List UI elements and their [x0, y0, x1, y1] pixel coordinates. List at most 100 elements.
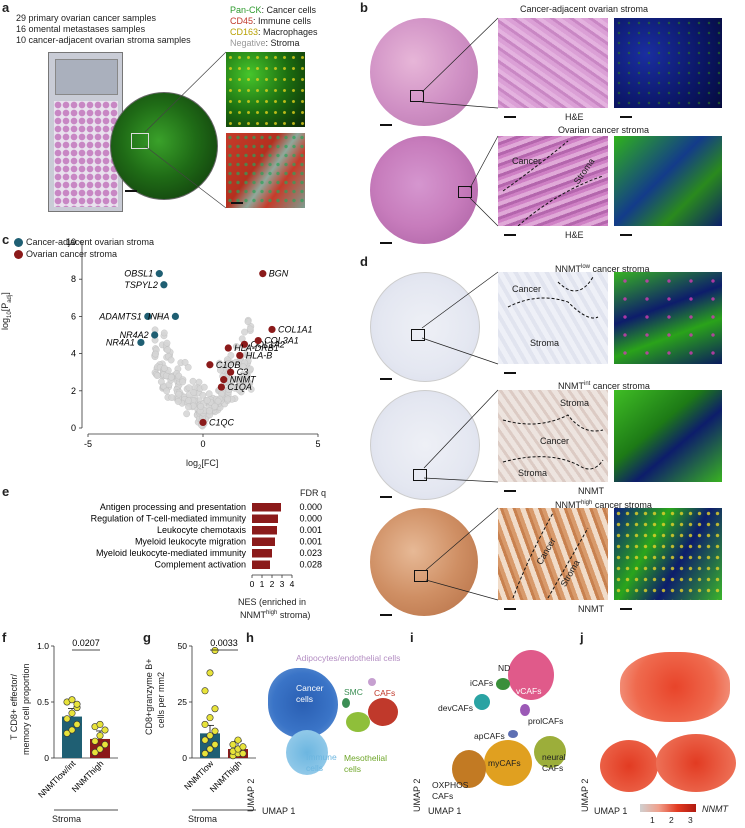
f-dot	[68, 726, 76, 734]
d-core-high	[370, 508, 478, 616]
c-bg-point	[241, 328, 248, 336]
i-label-devcafs: devCAFs	[438, 703, 473, 713]
c-label-nr4a2: NR4A2	[120, 330, 149, 340]
b-cancer-label: Cancer	[512, 156, 542, 166]
c-bg-point	[200, 383, 208, 391]
d-low-cancer: Cancer	[512, 284, 542, 294]
a-connector-bottom	[144, 145, 227, 209]
sample-line-1: 29 primary ovarian cancer samples	[16, 13, 157, 23]
j-cluster-top	[620, 652, 730, 722]
c-ytick-label: 8	[71, 274, 76, 284]
c-bg-point	[184, 363, 192, 371]
c-label-c1qa: C1QA	[227, 382, 252, 392]
j-xlabel: UMAP 1	[594, 806, 628, 816]
i-cluster-oxphos	[452, 750, 486, 788]
c-label-col1a2: COL1A2	[250, 339, 285, 349]
c-bg-point	[211, 402, 219, 410]
i-cluster-mycafs	[484, 740, 532, 786]
c-bg-point	[197, 402, 205, 410]
c-point-col1a2	[240, 340, 248, 348]
panel-label-c: c	[2, 232, 10, 247]
d-nnmt-label-high: NNMT	[578, 604, 604, 614]
d-title-int-sup: int	[584, 381, 591, 387]
b-connector-4	[469, 197, 499, 227]
c-bg-point	[235, 386, 243, 394]
panel-label-a: a	[2, 0, 10, 15]
j-tick-1: 1	[650, 815, 655, 825]
d-int-boundary-2	[502, 456, 604, 470]
b-zoom-box-top	[410, 90, 424, 102]
b-he-zoom-bottom: Cancer Stroma	[498, 136, 608, 226]
h-cluster-immune	[286, 730, 328, 775]
e-bar	[252, 537, 275, 546]
d-high-boundaries	[512, 512, 589, 599]
f-dot	[101, 726, 109, 734]
d-low-boundary-1	[507, 297, 599, 319]
g-dot	[206, 745, 214, 753]
b-connector-1	[421, 17, 499, 93]
h-label-cancer: Cancer cells	[296, 683, 324, 704]
scale-bar-b3	[620, 116, 632, 118]
g-dot	[211, 705, 219, 713]
legend-negative: Negative: Stroma	[230, 38, 300, 49]
d-title-high-rest: cancer stroma	[592, 500, 652, 510]
c-bg-point	[156, 312, 163, 320]
b-if-zoom-bottom	[614, 136, 722, 226]
c-bg-point	[181, 358, 189, 366]
e-category: Myeloid leukocyte-mediated immunity	[96, 548, 247, 558]
scale-bar-d7	[620, 608, 632, 610]
c-point-adamts1	[144, 312, 152, 320]
d-int-stroma-top: Stroma	[560, 398, 590, 408]
c-point-bgn	[259, 270, 267, 278]
e-category: Complement activation	[154, 560, 246, 570]
c-label-nnmt: NNMT	[230, 375, 257, 385]
c-label-c3: C3	[237, 367, 249, 377]
j-cluster-left	[600, 740, 658, 792]
i-ylabel: UMAP 2	[412, 778, 422, 812]
c-bg-point	[199, 391, 207, 399]
b-zoom-box-bottom	[458, 186, 472, 198]
f-dot	[63, 715, 71, 723]
g-ylabel-1: CD8+granzyme B+	[144, 658, 154, 735]
c-bg-point	[214, 397, 222, 405]
d-int-stroma-bottom: Stroma	[518, 468, 548, 478]
h-cluster-adipocytes	[368, 678, 376, 686]
c-bg-point	[225, 386, 233, 394]
gsea-bar-chart: Antigen processing and presentation 0.000…	[91, 502, 322, 589]
d-ihc-zoom-int: Stroma Cancer Stroma	[498, 390, 608, 482]
b-he-label-bottom: H&E	[565, 230, 584, 240]
c-bg-point	[183, 410, 191, 418]
legend-pan-ck-desc: : Cancer cells	[261, 5, 317, 15]
d-core-low	[370, 272, 480, 382]
a-if-zoom	[226, 52, 305, 127]
g-pvalue: 0.0033	[210, 638, 238, 648]
b-title-bottom: Ovarian cancer stroma	[558, 125, 650, 135]
c-label-col3a1: COL3A1	[264, 336, 299, 346]
i-cluster-vcafs	[508, 650, 554, 700]
c-bg-point	[216, 366, 224, 374]
c-bg-point	[179, 378, 187, 386]
f-ytick-label: 1.0	[37, 641, 49, 651]
d-low-speckles	[614, 272, 722, 364]
c-label-col1a1: COL1A1	[278, 324, 313, 334]
core-zoom-box	[131, 133, 149, 149]
d-title-high-gene: NNMT	[555, 500, 581, 510]
c-point-tspyl2	[160, 281, 168, 289]
e-category: Leukocyte chemotaxis	[157, 525, 247, 535]
g-dot	[206, 732, 214, 740]
d-nnmt-label-int: NNMT	[578, 486, 604, 496]
b-core-cancer	[370, 136, 478, 244]
e-fdr: 0.023	[299, 548, 322, 558]
d-low-boundary-2	[557, 276, 594, 292]
h-label-smc: SMC	[344, 687, 363, 697]
i-label-vcafs: vCAFs	[516, 686, 542, 696]
scale-bar-b1	[380, 124, 392, 126]
c-point-nnmt	[220, 376, 228, 384]
c-label-bgn: BGN	[269, 269, 289, 279]
legend-cd163: CD163: Macrophages	[230, 27, 318, 38]
e-xlabel-1: NES (enriched in	[238, 597, 307, 607]
c-label-c1qb: C1QB	[216, 360, 241, 370]
c-point-obsl1	[155, 270, 163, 278]
j-gene: NNMT	[702, 804, 728, 814]
